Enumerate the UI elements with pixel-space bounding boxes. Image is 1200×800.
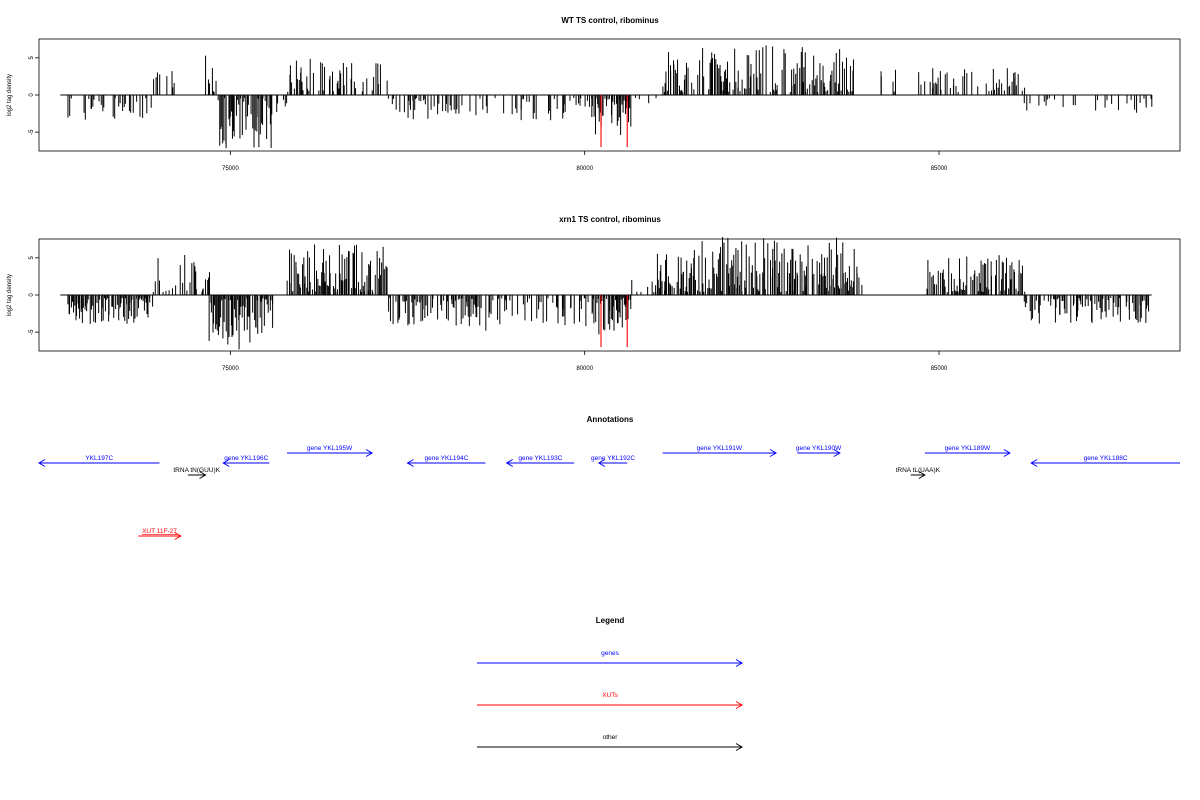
annotation-label: gene YKL193C (518, 455, 562, 462)
arrow-head (365, 449, 374, 457)
annotation-label: gene YKL191W (697, 445, 743, 452)
x-tick-label: 85000 (931, 366, 948, 372)
annotation-label: gene YKL189W (945, 445, 991, 452)
x-tick-label: 80000 (576, 166, 593, 172)
xrn1-panel: xrn1 TS control, ribominus log2 tag dens… (7, 215, 1181, 372)
xrn1-highlight-bars (600, 295, 628, 347)
annotation-label: gene YKL194C (425, 455, 469, 462)
wt-ylabel: log2 tag density (7, 74, 13, 116)
wt-panel-title: WT TS control, ribominus (561, 16, 659, 25)
annotation-other: tRNA tL(UAA)K (896, 467, 941, 479)
y-tick-label: -5 (29, 129, 35, 135)
legend-label: XUTs (602, 692, 618, 699)
annotation-label: gene YKL190W (796, 445, 842, 452)
annotation-label: gene YKL188C (1084, 455, 1128, 462)
arrow-head (735, 743, 743, 751)
annotation-gene: gene YKL196C (222, 455, 270, 467)
arrow-head (769, 449, 778, 457)
legend-item-other: other (477, 734, 743, 751)
arrow-head (406, 459, 414, 467)
annotation-label: gene YKL196C (224, 455, 268, 462)
x-tick-label: 75000 (222, 366, 239, 372)
annotations-title: Annotations (587, 415, 634, 424)
annotation-label: tRNA tL(UAA)K (896, 467, 941, 474)
legend-items: genes XUTs other (477, 650, 743, 751)
wt-highlight-bars (600, 95, 628, 147)
annotations-panel: Annotations YKL197C tRNA tN(GUU)K gene YKL… (38, 415, 1180, 540)
annotation-label: gene YKL192C (591, 455, 635, 462)
annotation-gene: gene YKL191W (662, 445, 778, 457)
annotation-label: gene YKL195W (307, 445, 353, 452)
annotation-gene: gene YKL193C (505, 455, 575, 467)
arrow-head (735, 659, 743, 667)
arrow-head (199, 471, 207, 479)
arrow-head (38, 459, 46, 467)
annotation-gene: gene YKL194C (406, 455, 486, 467)
annotation-features: YKL197C tRNA tN(GUU)K gene YKL196C gene YKL… (38, 445, 1180, 540)
y-tick-label: 5 (29, 56, 35, 60)
legend-title: Legend (596, 616, 625, 625)
xrn1-axes: 75000 80000 85000 -5 0 5 (29, 256, 948, 372)
legend-label: other (603, 734, 619, 741)
y-tick-label: -5 (29, 329, 35, 335)
xrn1-panel-title: xrn1 TS control, ribominus (559, 215, 661, 224)
y-tick-label: 5 (29, 256, 35, 260)
annotation-gene: gene YKL192C (591, 455, 635, 467)
legend-panel: Legend genes XUTs other (477, 616, 743, 751)
annotation-gene: gene YKL189W (924, 445, 1011, 457)
x-tick-label: 85000 (931, 166, 948, 172)
arrow-head (1003, 449, 1011, 457)
annotation-label: XUT 11F-27 (142, 528, 177, 535)
arrow-head (174, 532, 182, 540)
x-tick-label: 75000 (222, 166, 239, 172)
legend-item-xut: XUTs (477, 692, 743, 709)
arrow-head (735, 701, 743, 709)
annotation-gene: gene YKL195W (287, 445, 374, 457)
arrow-head (597, 459, 606, 467)
legend-label: genes (601, 650, 619, 657)
annotation-label: tRNA tN(GUU)K (173, 467, 220, 474)
annotation-label: YKL197C (85, 455, 113, 462)
annotation-gene: gene YKL188C (1030, 455, 1180, 467)
arrow-head (222, 459, 230, 467)
x-tick-label: 80000 (576, 366, 593, 372)
annotation-gene: YKL197C (38, 455, 160, 467)
xrn1-ylabel: log2 tag density (7, 274, 13, 316)
wt-bars (60, 45, 1153, 149)
wt-axes: 75000 80000 85000 -5 0 5 (29, 56, 948, 172)
arrow-head (1030, 459, 1038, 467)
annotation-other: tRNA tN(GUU)K (173, 467, 221, 479)
legend-item-gene: genes (477, 650, 743, 667)
annotation-gene: gene YKL190W (796, 445, 842, 457)
xrn1-bars (60, 237, 1152, 350)
wt-panel: WT TS control, ribominus log2 tag densit… (7, 16, 1181, 172)
y-tick-label: 0 (29, 293, 35, 297)
arrow-head (505, 459, 513, 467)
annotation-xut: XUT 11F-27 (138, 528, 182, 540)
arrow-head (833, 449, 841, 457)
arrow-head (918, 471, 926, 479)
y-tick-label: 0 (29, 93, 35, 97)
